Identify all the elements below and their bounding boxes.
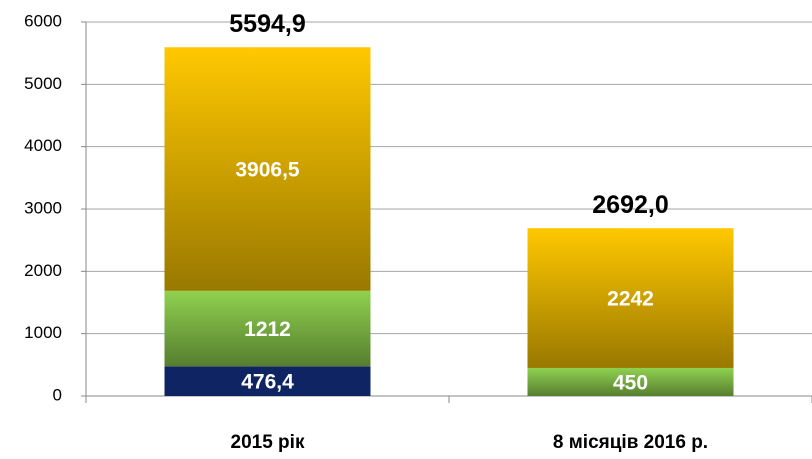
- bar-shade: [164, 47, 371, 291]
- x-tick-label: 2015 рік: [231, 432, 305, 453]
- value-label: 450: [613, 372, 648, 395]
- y-tick-label: 0: [53, 385, 62, 404]
- y-tick-label: 1000: [24, 323, 62, 342]
- bar-shade: [527, 228, 734, 368]
- y-tick-label: 2000: [24, 261, 62, 280]
- bar-shade: [164, 366, 371, 396]
- total-label: 2692,0: [592, 191, 668, 219]
- bar-shade: [164, 290, 371, 367]
- y-tick-label: 3000: [24, 198, 62, 217]
- value-label: 476,4: [241, 371, 294, 394]
- bar-shade: [527, 367, 734, 396]
- x-tick-label: 8 місяців 2016 р.: [553, 432, 708, 453]
- value-label: 1212: [244, 318, 291, 341]
- y-tick-label: 5000: [24, 74, 62, 93]
- value-label: 3906,5: [235, 159, 300, 182]
- y-tick-label: 6000: [24, 11, 62, 30]
- value-label: 2242: [607, 288, 654, 311]
- total-label: 5594,9: [229, 10, 305, 38]
- y-tick-label: 4000: [24, 136, 62, 155]
